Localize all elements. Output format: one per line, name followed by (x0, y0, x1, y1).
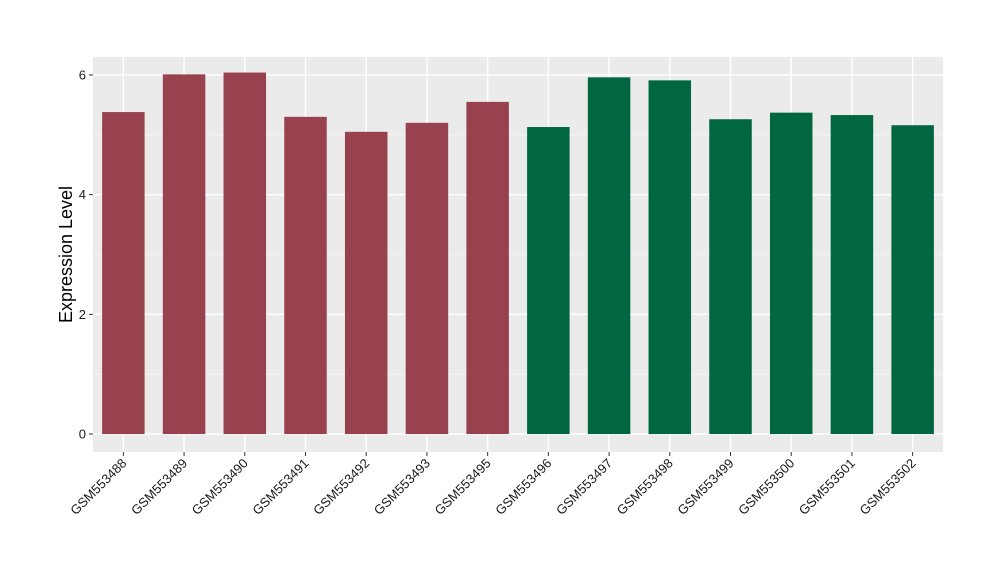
bar-GSM553488 (102, 112, 145, 435)
x-tick-label: GSM553491 (249, 456, 311, 518)
x-tick-label: GSM553493 (371, 456, 433, 518)
x-tick-label: GSM553495 (432, 456, 494, 518)
x-tick-label: GSM553501 (796, 456, 858, 518)
bar-GSM553502 (891, 125, 934, 435)
bars (102, 72, 934, 435)
y-tick-label: 2 (79, 307, 86, 322)
x-tick-label: GSM553490 (189, 456, 251, 518)
x-tick-label: GSM553498 (614, 456, 676, 518)
x-tick-label: GSM553488 (67, 456, 129, 518)
x-tick-label: GSM553500 (735, 456, 797, 518)
bar-GSM553496 (527, 127, 570, 435)
y-tick-label: 6 (79, 67, 86, 82)
bar-GSM553493 (405, 122, 449, 435)
bar-GSM553492 (344, 131, 388, 435)
x-tick-label: GSM553496 (492, 456, 554, 518)
x-tick-label: GSM553489 (128, 456, 190, 518)
x-tick-label: GSM553497 (553, 456, 615, 518)
x-axis-ticks: GSM553488GSM553489GSM553490GSM553491GSM5… (67, 452, 919, 518)
x-tick-label: GSM553492 (310, 456, 372, 518)
x-tick-label: GSM553502 (857, 456, 919, 518)
x-tick-label: GSM553499 (674, 456, 736, 518)
bar-GSM553490 (223, 72, 267, 435)
bar-GSM553495 (466, 101, 509, 435)
bar-GSM553489 (162, 74, 206, 435)
bar-GSM553500 (769, 112, 813, 435)
bar-GSM553499 (709, 119, 752, 435)
y-tick-label: 0 (79, 427, 86, 442)
y-axis-ticks: 0 2 4 6 (79, 67, 93, 442)
bar-GSM553498 (648, 80, 692, 435)
y-tick-label: 4 (79, 187, 86, 202)
bar-GSM553497 (587, 77, 631, 435)
y-axis-title: Expression Level (56, 186, 76, 323)
bar-GSM553491 (284, 116, 327, 435)
bar-GSM553501 (830, 115, 874, 435)
